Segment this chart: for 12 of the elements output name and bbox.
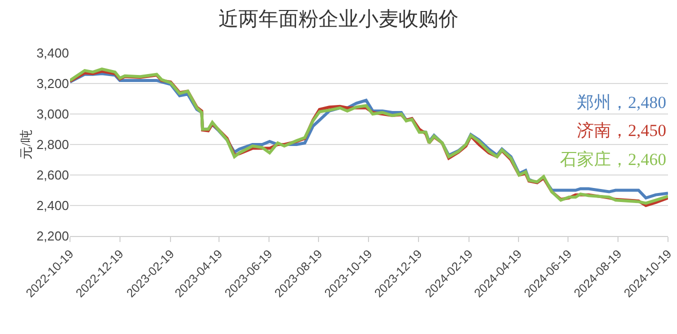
annotation: 济南，2,450: [577, 121, 666, 140]
y-tick-label: 3,000: [36, 106, 69, 122]
y-tick-label: 2,400: [36, 198, 69, 214]
y-tick-label: 2,800: [36, 137, 69, 152]
y-tick-label: 3,400: [36, 46, 69, 61]
y-axis-title: 元/吨: [18, 130, 34, 160]
y-tick-label: 2,200: [36, 228, 69, 244]
annotation: 石家庄，2,460: [560, 150, 666, 169]
y-tick-label: 3,200: [36, 76, 69, 92]
annotation: 郑州，2,480: [577, 93, 666, 112]
y-tick-label: 2,600: [36, 168, 69, 183]
chart-title: 近两年面粉企业小麦收购价: [218, 8, 458, 31]
